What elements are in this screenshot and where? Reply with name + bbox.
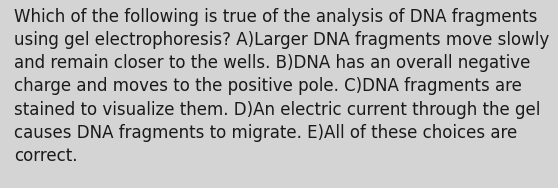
Text: Which of the following is true of the analysis of DNA fragments
using gel electr: Which of the following is true of the an… [14, 8, 549, 165]
